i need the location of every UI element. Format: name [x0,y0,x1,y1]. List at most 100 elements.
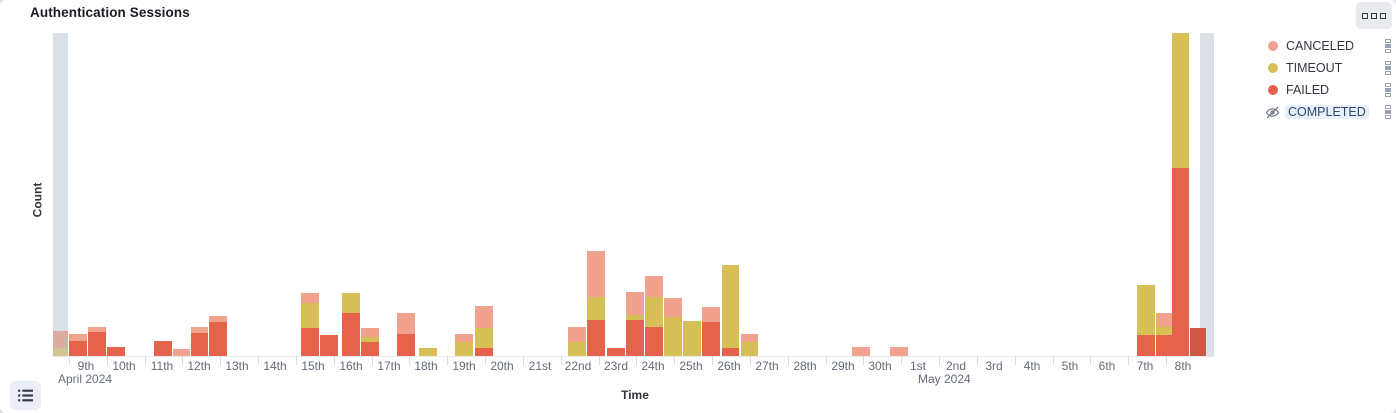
bar[interactable] [342,293,360,356]
legend-label[interactable]: FAILED [1286,83,1330,97]
bar[interactable] [455,334,473,356]
bar-segment-failed[interactable] [626,320,644,356]
bar[interactable] [419,348,437,356]
bar-segment-failed[interactable] [607,348,625,356]
bar[interactable] [69,334,87,356]
bar-segment-timeout[interactable] [722,265,739,348]
bar-segment-canceled[interactable] [741,334,758,342]
bar[interactable] [88,327,106,356]
legend-label[interactable]: CANCELED [1286,39,1355,53]
bar-segment-timeout[interactable] [1156,327,1173,335]
bar-segment-failed[interactable] [154,341,172,356]
bar-segment-timeout[interactable] [683,321,701,356]
bar-segment-timeout[interactable] [645,297,663,327]
bar-segment-failed[interactable] [107,347,125,356]
bar-segment-canceled[interactable] [301,293,319,303]
bar-segment-timeout[interactable] [741,342,758,356]
bar-segment-failed[interactable] [475,348,493,356]
bar[interactable] [890,347,908,356]
bar[interactable] [301,293,319,356]
bar-segment-canceled[interactable] [397,313,415,334]
bar-segment-canceled[interactable] [191,327,208,333]
bar[interactable] [173,349,190,356]
bar-segment-failed[interactable] [1137,335,1155,356]
bar-segment-timeout[interactable] [626,315,644,320]
bar-segment-canceled[interactable] [88,327,106,332]
bar-segment-canceled[interactable] [626,292,644,315]
bar[interactable] [722,265,739,356]
bar-segment-failed[interactable] [320,335,338,356]
bar[interactable] [1137,285,1155,356]
bar-segment-failed[interactable] [361,342,379,356]
bar-segment-failed[interactable] [587,320,605,356]
bar[interactable] [683,321,701,356]
bar-segment-timeout[interactable] [419,348,437,356]
panel-options-button[interactable] [1356,2,1392,29]
bar-segment-other_gray[interactable] [1200,33,1214,356]
bar-segment-canceled[interactable] [852,347,870,356]
bar-segment-failed[interactable] [88,332,106,356]
bar[interactable] [741,334,758,356]
bar[interactable] [1172,33,1189,356]
bar-segment-failed[interactable] [1172,168,1189,356]
bar[interactable] [587,251,605,356]
bar[interactable] [53,33,68,356]
bar-segment-failed[interactable] [191,333,208,356]
bar-segment-failed[interactable] [722,348,739,356]
bar-segment-canceled[interactable] [645,276,663,297]
bar-segment-failed[interactable] [342,313,360,356]
legend-label[interactable]: COMPLETED [1285,105,1369,119]
bar-segment-timeout[interactable] [568,342,586,356]
bar-segment-timeout[interactable] [664,317,682,356]
bar-segment-failed[interactable] [645,327,663,356]
bar[interactable] [568,327,586,356]
bar-segment-canceled[interactable] [568,327,586,342]
bar-segment-canceled[interactable] [702,307,720,322]
bar[interactable] [475,306,493,356]
bar-segment-canceled[interactable] [475,306,493,328]
bar-segment-timeout[interactable] [475,328,493,348]
bar[interactable] [209,316,227,356]
bar-segment-canceled[interactable] [173,349,190,356]
bar-segment-timeout_dim[interactable] [53,348,68,356]
bar[interactable] [607,348,625,356]
bar-segment-failed[interactable] [69,341,87,356]
bar-segment-canceled[interactable] [587,251,605,297]
boxes-vertical-icon[interactable] [1382,83,1394,98]
bar-segment-failed[interactable] [702,322,720,356]
bar-segment-timeout[interactable] [455,342,473,356]
bar-segment-timeout[interactable] [301,303,319,328]
bar-segment-timeout[interactable] [342,293,360,313]
bar-segment-canceled[interactable] [1156,313,1173,327]
bar[interactable] [154,341,172,356]
bar-segment-timeout[interactable] [361,337,379,342]
legend-label[interactable]: TIMEOUT [1286,61,1343,75]
boxes-vertical-icon[interactable] [1382,39,1394,54]
bar-segment-canceled[interactable] [890,347,908,356]
bar[interactable] [320,335,338,356]
bar-segment-timeout[interactable] [1172,33,1189,168]
bar-segment-timeout[interactable] [587,297,605,320]
boxes-vertical-icon[interactable] [1382,61,1394,76]
bar[interactable] [191,327,208,356]
bar-segment-failed[interactable] [301,328,319,356]
bar[interactable] [852,347,870,356]
bar-segment-timeout[interactable] [1137,285,1155,335]
bar[interactable] [397,313,415,356]
bar[interactable] [107,347,125,356]
bar[interactable] [1190,328,1206,356]
bar-segment-canceled[interactable] [69,334,87,341]
bar-segment-canceled[interactable] [664,298,682,317]
bar-segment-failed[interactable] [209,322,227,356]
bar-segment-failed[interactable] [397,334,415,356]
bar[interactable] [645,276,663,356]
bar[interactable] [702,307,720,356]
bar[interactable] [664,298,682,356]
bar[interactable] [53,331,68,356]
boxes-vertical-icon[interactable] [1382,105,1394,120]
bar-segment-failed[interactable] [1156,335,1173,356]
legend-toggle-button[interactable] [10,381,41,410]
bar-segment-canceled_dim[interactable] [53,331,68,348]
bar-segment-canceled[interactable] [209,316,227,322]
bar[interactable] [361,328,379,356]
